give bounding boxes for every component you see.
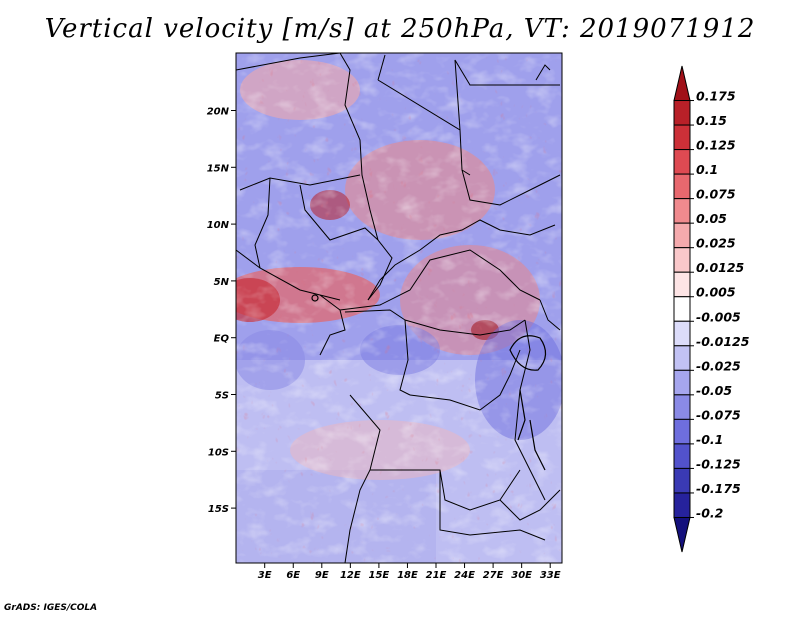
colorbar-segment	[673, 492, 691, 518]
colorbar-segment	[673, 467, 691, 494]
country-borders	[236, 53, 561, 563]
lon-tick-label: 30E	[511, 570, 532, 581]
lake-outlines	[311, 294, 547, 471]
colorbar-label: 0.125	[696, 138, 736, 153]
colorbar-segment	[673, 345, 691, 371]
colorbar-segment	[673, 369, 691, 396]
lon-tick-label: 9E	[315, 570, 329, 581]
colorbar: 0.175 0.15 0.125 0.1 0.075 0.05 0.025 0.0125 0.0…	[673, 65, 750, 553]
colorbar-segment	[673, 394, 691, 420]
colorbar-label: -0.0125	[696, 334, 750, 349]
colorbar-label: -0.075	[696, 407, 741, 422]
lat-tick-label: 10N	[207, 220, 230, 231]
colorbar-label: 0.175	[696, 89, 736, 104]
lat-tick-label: 15S	[208, 504, 229, 515]
colorbar-label: 0.15	[696, 113, 727, 128]
lon-tick-label: 24E	[454, 570, 475, 581]
colorbar-label: 0.0125	[696, 260, 745, 275]
colorbar-segment	[673, 418, 691, 445]
colorbar-segment	[673, 124, 691, 151]
lat-tick-label: 5N	[214, 277, 230, 288]
colorbar-segment	[673, 271, 691, 298]
colorbar-label: -0.125	[696, 456, 741, 471]
colorbar-label: -0.025	[696, 358, 741, 373]
lon-tick-label: 21E	[426, 570, 447, 581]
colorbar-label: 0.025	[696, 236, 736, 251]
colorbar-label: -0.05	[696, 383, 732, 398]
colorbar-segment	[673, 100, 691, 126]
colorbar-segment	[673, 247, 691, 273]
lat-tick-label: 20N	[207, 107, 230, 118]
chart-title: Vertical velocity [m/s] at 250hPa, VT: 2…	[44, 14, 756, 44]
lat-tick-label: 15N	[207, 163, 230, 174]
vertical-velocity-field	[236, 53, 562, 563]
lat-tick-label: EQ	[214, 334, 230, 345]
colorbar-segment	[673, 149, 691, 175]
longitude-axis: 3E 6E 9E 12E 15E 18E 21E 24E 27E 30E 33E	[258, 563, 561, 581]
lat-tick-label: 5S	[215, 391, 229, 402]
lon-tick-label: 33E	[540, 570, 561, 581]
grads-credit: GrADS: IGES/COLA	[4, 603, 98, 613]
colorbar-label: -0.2	[696, 505, 723, 520]
colorbar-segment	[673, 443, 691, 469]
colorbar-label: 0.05	[696, 211, 727, 226]
map-frame	[235, 52, 563, 564]
colorbar-segment	[673, 222, 691, 249]
colorbar-label: 0.005	[696, 285, 736, 300]
colorbar-segment	[673, 198, 691, 224]
colorbar-label: -0.1	[696, 432, 723, 447]
colorbar-segment	[673, 65, 691, 102]
colorbar-segment	[673, 296, 691, 322]
lon-tick-label: 18E	[397, 570, 418, 581]
colorbar-segment	[673, 516, 691, 553]
lon-tick-label: 12E	[340, 570, 361, 581]
lon-tick-label: 6E	[286, 570, 300, 581]
colorbar-label: 0.1	[696, 162, 718, 177]
lat-tick-label: 10S	[208, 447, 229, 458]
lon-tick-label: 3E	[258, 570, 272, 581]
latitude-axis: 20N 15N 10N 5N EQ 5S 10S 15S	[207, 107, 236, 515]
colorbar-label: 0.075	[696, 187, 736, 202]
colorbar-segment	[673, 320, 691, 347]
lon-tick-label: 15E	[369, 570, 390, 581]
lon-tick-label: 27E	[483, 570, 504, 581]
colorbar-label: -0.005	[696, 309, 741, 324]
colorbar-label: -0.175	[696, 481, 741, 496]
colorbar-segment	[673, 173, 691, 200]
